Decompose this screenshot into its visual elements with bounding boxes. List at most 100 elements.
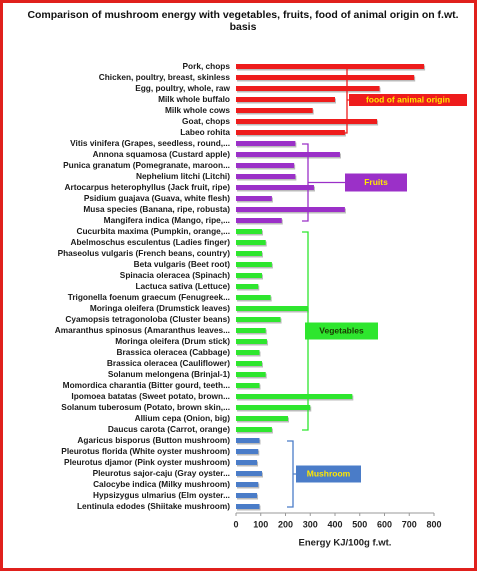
group-bracket [341,66,349,134]
bar [236,273,262,278]
annotation-box [305,322,378,340]
bar [236,295,271,300]
bar [236,108,313,113]
bar [236,284,259,289]
y-tick-label: Nephelium litchi (Litchi) [136,171,230,181]
bar [236,361,262,366]
y-tick-label: Solanum melongena (Brinjal-1) [108,369,230,379]
bar [236,152,340,157]
y-tick-label: Daucus carota (Carrot, orange) [108,424,230,434]
y-tick-label: Musa species (Banana, ripe, robusta) [83,204,230,214]
bar [236,493,258,498]
annotation: Vegetables [319,325,364,335]
x-tick-label: 500 [352,519,367,529]
y-tick-label: Vitis vinifera (Grapes, seedless, round,… [70,138,230,148]
bar [236,427,272,432]
bar [236,328,266,333]
x-tick-label: 0 [233,519,238,529]
bar [236,119,378,124]
annotation: food of animal origin [366,94,450,104]
bar [236,75,415,80]
y-tick-label: Ipomoea batatas (Sweet potato, brown... [71,391,230,401]
y-tick-label: Phaseolus vulgaris (French beans, countr… [58,248,231,258]
bar [236,339,267,344]
x-tick-label: 800 [426,519,441,529]
y-tick-label: Brassica oleracea (Cauliflower) [107,358,230,368]
bar [236,262,272,267]
bar [236,240,266,245]
y-tick-label: Lentinula edodes (Shiitake mushroom) [77,501,230,511]
bar [236,482,259,487]
x-tick-label: 200 [278,519,293,529]
y-tick-label: Psidium guajava (Guava, white flesh) [84,193,230,203]
bar [236,218,282,223]
y-tick-label: Solanum tuberosum (Potato, brown skin,..… [61,402,230,412]
bar [236,504,260,509]
y-tick-label: Abelmoschus esculentus (Ladies finger) [70,237,230,247]
x-tick-label: 300 [303,519,318,529]
bar [236,141,296,146]
bar [236,449,259,454]
y-tick-label: Egg, poultry, whole, raw [135,83,230,93]
bar [236,196,272,201]
x-axis-label: Energy KJ/100g f.wt. [299,538,392,549]
chart-title: Comparison of mushroom energy with veget… [27,9,459,33]
bar [236,317,281,322]
x-tick-label: 600 [377,519,392,529]
bar [236,86,380,91]
bar [236,460,258,465]
y-tick-label: Punica granatum (Pomegranate, maroon... [63,160,230,170]
y-tick-label: Spinacia oleracea (Spinach) [120,270,230,280]
y-tick-label: Agaricus bisporus (Button mushroom) [77,435,230,445]
x-tick-label: 700 [402,519,417,529]
y-tick-label: Allium cepa (Onion, big) [135,413,231,423]
y-tick-label: Pork, chops [183,61,231,71]
y-tick-label: Annona squamosa (Custard apple) [93,149,231,159]
y-tick-label: Cyamopsis tetragonoloba (Cluster beans) [65,314,230,324]
y-tick-label: Hypsizygus ulmarius (Elm oyster... [93,490,230,500]
annotation-box [349,94,467,106]
y-tick-label: Pleurotus djamor (Pink oyster mushroom) [64,457,230,467]
bar [236,416,288,421]
y-tick-label: Chicken, poultry, breast, skinless [99,72,231,82]
y-tick-label: Labeo rohita [180,127,230,137]
y-tick-label: Cucurbita maxima (Pumpkin, orange,... [76,226,230,236]
bar [236,372,266,377]
y-tick-label: Calocybe indica (Milky mushroom) [93,479,230,489]
bar [236,97,335,102]
y-tick-label: Beta vulgaris (Beet root) [134,259,231,269]
y-tick-label: Moringa oleifera (Drumstick leaves) [90,303,230,313]
bar [236,207,345,212]
y-tick-label: Pleurotus florida (White oyster mushroom… [61,446,230,456]
bar [236,306,308,311]
bar [236,229,262,234]
bar [236,438,260,443]
bar [236,163,295,168]
y-tick-label: Mangifera indica (Mango, ripe,... [104,215,230,225]
x-tick-label: 100 [253,519,268,529]
bar [236,174,296,179]
y-tick-label: Lactuca sativa (Lettuce) [135,281,230,291]
y-tick-label: Brassica oleracea (Cabbage) [117,347,231,357]
bar [236,405,311,410]
y-tick-label: Trigonella foenum graecum (Fenugreek... [68,292,230,302]
bar [236,383,260,388]
bar [236,64,425,69]
y-tick-label: Milk whole buffalo [158,94,230,104]
y-tick-label: Artocarpus heterophyllus (Jack fruit, ri… [64,182,230,192]
y-tick-label: Momordica charantia (Bitter gourd, teeth… [63,380,230,390]
bar [236,251,262,256]
y-tick-label: Pleurotus sajor-caju (Gray oyster... [93,468,230,478]
x-tick-label: 400 [327,519,342,529]
annotation: Mushroom [307,468,351,478]
bar [236,130,345,135]
y-tick-label: Milk whole cows [165,105,230,115]
group-bracket [302,143,345,222]
y-tick-label: Moringa oleifera (Drum stick) [115,336,230,346]
annotation-box [296,465,361,483]
y-tick-label: Goat, chops [182,116,230,126]
y-tick-label: Amaranthus spinosus (Amaranthus leaves..… [55,325,230,335]
bar [236,350,260,355]
